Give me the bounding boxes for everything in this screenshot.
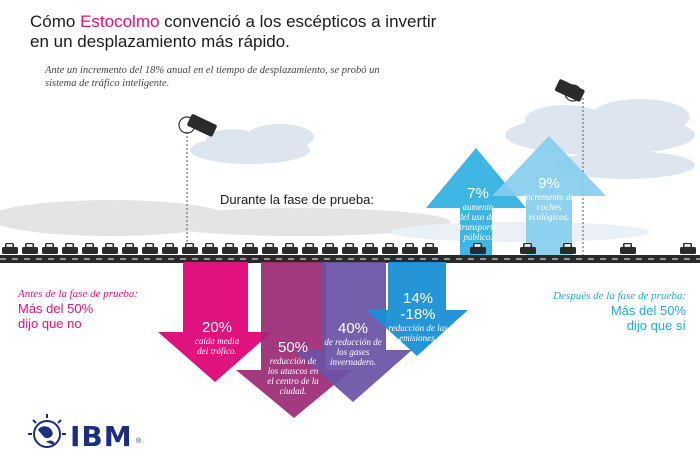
car	[302, 243, 318, 254]
stat-transit-pct: 7%	[467, 185, 489, 202]
stat-greenhouse: 40% de reducción de los gases invernader…	[322, 320, 384, 368]
car	[122, 243, 138, 254]
stat-greenhouse-text: de reducción de los gases invernadero.	[324, 337, 382, 367]
stat-transit: 7% aumento del uso del transporte públic…	[456, 185, 500, 243]
car	[282, 243, 298, 254]
brand-mark: ®	[136, 438, 142, 445]
haze-left	[0, 200, 450, 236]
car	[142, 243, 158, 254]
car	[242, 243, 258, 254]
car	[222, 243, 238, 254]
car	[202, 243, 218, 254]
camera-icon	[178, 114, 217, 137]
car	[342, 243, 358, 254]
car	[42, 243, 58, 254]
headline-pre: Cómo	[30, 12, 81, 31]
stat-emissions-pct: 14% -18%	[400, 290, 436, 323]
after-line1: Más del 50%	[610, 303, 686, 318]
car	[422, 243, 438, 254]
car	[82, 243, 98, 254]
car	[402, 243, 418, 254]
car	[470, 243, 486, 254]
stat-eco-cars-text: incremento de coches ecológicos.	[523, 192, 575, 222]
stat-eco-cars-pct: 9%	[538, 175, 560, 192]
down-arrow-emissions	[366, 262, 468, 356]
car	[102, 243, 118, 254]
car	[2, 243, 18, 254]
before-line2: dijo que no	[18, 316, 82, 331]
car	[680, 243, 696, 254]
car	[520, 243, 536, 254]
car	[62, 243, 78, 254]
car	[322, 243, 338, 254]
cloud-left	[190, 124, 314, 164]
stat-congestion-pct: 50%	[277, 339, 309, 356]
headline-post: convenció a los escépticos a invertir en…	[30, 12, 437, 51]
after-trial: Después de la fase de prueba: Más del 50…	[526, 290, 686, 333]
before-line1: Más del 50%	[18, 301, 94, 316]
stat-congestion: 50% reducción de los atascos en el centr…	[264, 339, 322, 397]
car	[182, 243, 198, 254]
car	[162, 243, 178, 254]
car	[560, 243, 576, 254]
after-label: Después de la fase de prueba:	[553, 290, 686, 302]
haze-right	[390, 222, 650, 242]
up-arrow-eco	[492, 136, 606, 262]
stat-eco-cars: 9% incremento de coches ecológicos.	[522, 175, 576, 223]
intro-text: Ante un incremento del 18% anual en el t…	[45, 65, 380, 89]
down-arrow-traffic	[158, 262, 272, 382]
phase-label: Durante la fase de prueba:	[220, 192, 374, 207]
up-arrow-transit	[426, 148, 526, 262]
car	[362, 243, 378, 254]
stat-emissions-text: reducción de las emisiones.	[388, 323, 448, 343]
after-line2: dijo que sí	[626, 318, 686, 333]
stat-emissions: 14% -18% reducción de las emisiones.	[386, 290, 450, 344]
stat-traffic: 20% caída media del tráfico.	[192, 319, 242, 357]
stat-transit-text: aumento del uso del transporte público.	[458, 202, 498, 242]
stat-greenhouse-pct: 40%	[337, 320, 369, 337]
globe-icon	[28, 414, 66, 448]
before-label: Antes de la fase de prueba:	[18, 288, 139, 300]
car	[620, 243, 636, 254]
stat-traffic-pct: 20%	[201, 319, 233, 336]
headline: Cómo Estocolmo convenció a los escéptico…	[30, 12, 450, 52]
traffic-cars	[2, 243, 696, 254]
stat-congestion-text: reducción de los atascos en el centro de…	[267, 356, 319, 396]
camera-icon	[555, 79, 585, 102]
before-trial: Antes de la fase de prueba: Más del 50% …	[18, 288, 168, 331]
brand-logo: IBM	[70, 420, 133, 453]
stat-traffic-text: caída media del tráfico.	[194, 336, 240, 356]
down-arrow-greenhouse	[294, 262, 412, 402]
car	[22, 243, 38, 254]
car	[382, 243, 398, 254]
headline-highlight: Estocolmo	[80, 12, 160, 31]
car	[262, 243, 278, 254]
